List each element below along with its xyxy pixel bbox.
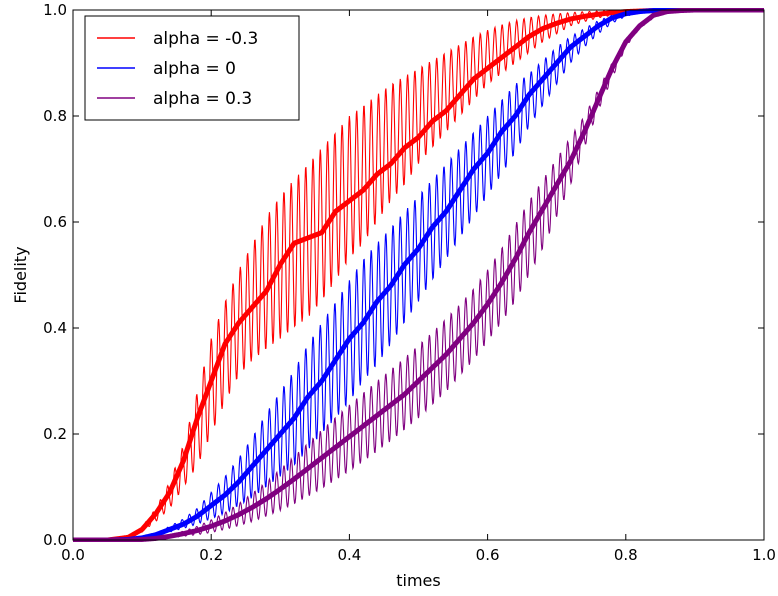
legend-label-2: alpha = 0 <box>153 59 236 79</box>
y-tick-label: 0.6 <box>43 213 67 231</box>
x-axis-label: times <box>396 571 440 590</box>
x-tick-label: 0.6 <box>476 546 500 564</box>
axes-frame <box>72 9 765 541</box>
x-tick-label: 0.4 <box>337 546 361 564</box>
y-tick-label: 0.8 <box>43 107 67 125</box>
x-tick-label: 0.8 <box>614 546 638 564</box>
y-tick-label: 0.0 <box>43 531 67 549</box>
ticks: 0.0 0.2 0.4 0.6 0.8 1.0 0.0 0.2 0.4 0.6 0.8 1.0 <box>43 1 776 564</box>
legend-label-3: alpha = 0.3 <box>153 89 252 109</box>
legend-label-1: alpha = -0.3 <box>153 29 258 49</box>
series-2-mean-line <box>73 8 764 542</box>
y-tick-label: 0.4 <box>43 319 67 337</box>
y-tick-label: 1.0 <box>43 1 67 19</box>
y-tick-label: 0.2 <box>43 425 67 443</box>
x-tick-label: 1.0 <box>752 546 776 564</box>
x-tick-label: 0.2 <box>199 546 223 564</box>
x-tick-label: 0.0 <box>61 546 85 564</box>
series-3-mean-line <box>73 8 764 542</box>
plot-area <box>73 8 764 542</box>
legend: alpha = -0.3 alpha = 0 alpha = 0.3 <box>84 15 300 121</box>
y-axis-label: Fidelity <box>11 246 30 303</box>
